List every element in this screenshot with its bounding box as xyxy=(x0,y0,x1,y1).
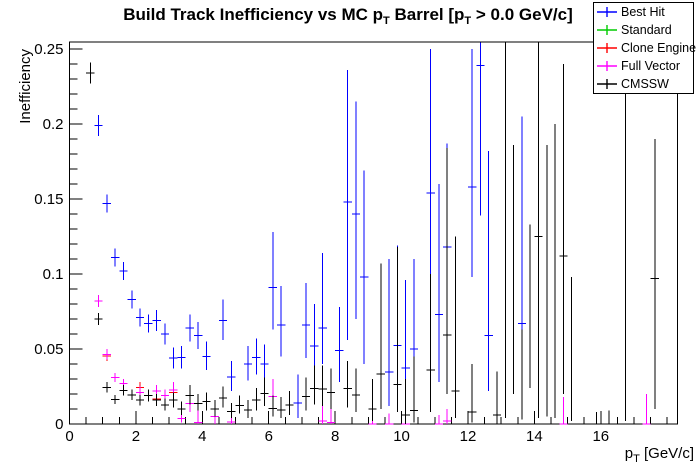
legend-item-label: Best Hit xyxy=(621,5,665,19)
plot-frame xyxy=(69,41,678,425)
chart-title-subscript: T xyxy=(383,15,390,27)
y-tick-label: 0.05 xyxy=(34,341,63,358)
y-axis xyxy=(69,48,83,425)
y-tick-label: 0.1 xyxy=(43,266,64,283)
legend-marker-cmssw-icon xyxy=(597,79,617,89)
legend-item-clone-engine: Clone Engine xyxy=(596,39,696,57)
legend-item-standard: Standard xyxy=(596,21,693,39)
legend-item-full-vector: Full Vector xyxy=(596,57,693,75)
x-tick-label: 10 xyxy=(393,428,410,445)
y-axis-title: Inefficiency xyxy=(17,49,34,124)
legend-marker-best-hit-icon xyxy=(597,7,617,17)
chart-title-text: Build Track Inefficiency vs MC p xyxy=(123,5,384,24)
legend-item-cmssw: CMSSW xyxy=(596,75,693,93)
series-best-hit xyxy=(94,42,527,419)
legend-item-label: Clone Engine xyxy=(621,41,696,55)
chart-title-subscript: T xyxy=(464,15,472,27)
legend-marker-standard-icon xyxy=(597,25,617,35)
chart-title-text: > 0.0 GeV/c] xyxy=(471,5,573,24)
series-cmssw xyxy=(86,42,659,424)
legend-item-label: CMSSW xyxy=(621,77,669,91)
x-axis xyxy=(69,411,668,424)
y-tick-label: 0.2 xyxy=(43,116,64,133)
x-tick-label: 12 xyxy=(460,428,477,445)
x-tick-label: 4 xyxy=(198,428,206,445)
y-tick-label: 0.25 xyxy=(34,41,63,58)
x-tick-label: 14 xyxy=(526,428,543,445)
x-tick-label: 0 xyxy=(65,428,73,445)
legend-marker-full-vector-icon xyxy=(597,61,617,71)
x-tick-label: 16 xyxy=(592,428,609,445)
chart-title: Build Track Inefficiency vs MC pT Barrel… xyxy=(0,5,696,27)
legend-item-best-hit: Best Hit xyxy=(596,3,693,21)
legend-item-label: Standard xyxy=(621,23,672,37)
x-tick-label: 8 xyxy=(331,428,339,445)
x-tick-label: 2 xyxy=(132,428,140,445)
y-tick-label: 0.15 xyxy=(34,191,63,208)
x-tick-label: 6 xyxy=(265,428,273,445)
y-tick-label: 0 xyxy=(55,416,63,433)
legend-marker-clone-engine-icon xyxy=(597,43,617,53)
chart-title-text: Barrel [p xyxy=(389,5,465,24)
legend-item-label: Full Vector xyxy=(621,59,681,73)
x-axis-title: pT [GeV/c] xyxy=(625,445,694,465)
legend: Best Hit Standard Clone Engine Full Vector C… xyxy=(593,2,696,94)
